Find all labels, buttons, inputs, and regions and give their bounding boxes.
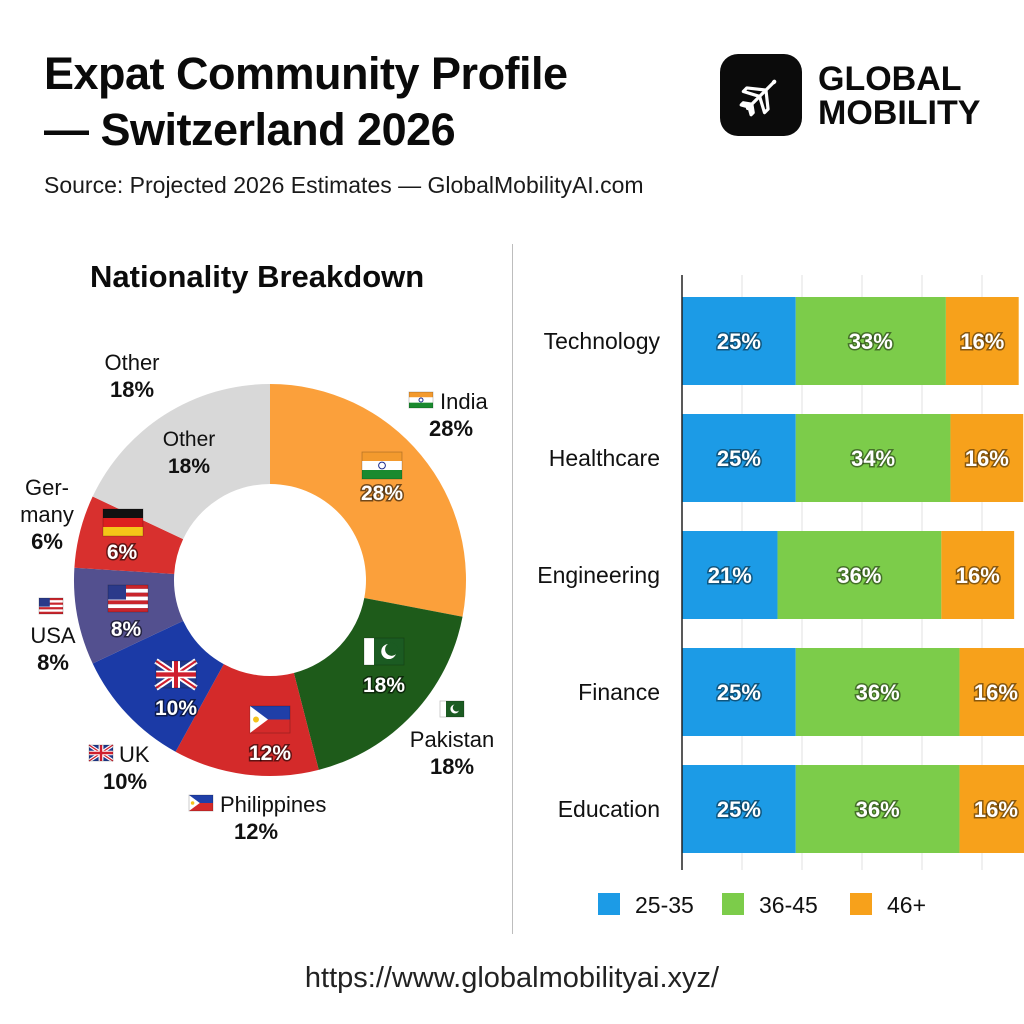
slice-value-other: Other 18% (163, 428, 216, 478)
donut-chart (73, 384, 466, 777)
bar-technology-25-35 (682, 297, 796, 385)
slice-value-philippines: 12% (249, 742, 291, 765)
slice-india (270, 384, 466, 617)
slice-value-usa: 8% (111, 618, 142, 641)
philippines-flag-icon (188, 794, 214, 812)
bar-value-label: 34% (851, 446, 895, 471)
uk-flag-icon (88, 743, 114, 763)
outer-label-uk: UK (119, 742, 150, 767)
donut-chart-title: Nationality Breakdown (90, 259, 425, 294)
outer-label-philippines: Philippines (220, 792, 326, 817)
pakistan-flag-icon (439, 700, 465, 718)
bar-value-label: 16% (974, 680, 1018, 705)
category-label-finance: Finance (578, 679, 660, 705)
bar-value-label: 36% (837, 563, 881, 588)
outer-label-germany: Ger-many (20, 475, 74, 527)
legend-label-36-45: 36-45 (759, 892, 818, 918)
bar-value-label: 16% (956, 563, 1000, 588)
bar-education-25-35 (682, 765, 796, 853)
bar-education-46plus (959, 765, 1024, 853)
slice-other (92, 384, 270, 540)
slice-usa (73, 567, 184, 664)
legend-label-46plus: 46+ (887, 892, 926, 918)
bar-healthcare-36-45 (795, 414, 951, 502)
brand-line-1: GLOBAL (818, 60, 962, 98)
outer-value-uk: 10% (103, 769, 147, 794)
legend-swatch-46plus (850, 893, 872, 915)
usa-flag-icon (38, 597, 64, 615)
slice-value-uk: 10% (155, 697, 197, 720)
slice-value-germany: 6% (107, 541, 138, 564)
uk-flag-icon (154, 658, 198, 691)
bar-value-label: 25% (717, 446, 761, 471)
bar-technology-46plus (945, 297, 1019, 385)
india-flag-icon (361, 451, 403, 480)
bar-finance-46plus (959, 648, 1024, 736)
bar-finance-36-45 (795, 648, 960, 736)
category-label-healthcare: Healthcare (549, 445, 660, 471)
slice-value-india: 28% (361, 482, 403, 505)
category-label-engineering: Engineering (537, 562, 660, 588)
bar-finance-25-35 (682, 648, 796, 736)
stacked-bar-chart (681, 275, 1024, 870)
bar-healthcare-25-35 (682, 414, 796, 502)
bar-technology-36-45 (795, 297, 946, 385)
category-label-technology: Technology (544, 328, 661, 354)
bar-healthcare-46plus (950, 414, 1024, 502)
panel-divider (512, 244, 513, 934)
airplane-icon (739, 79, 777, 117)
bar-engineering-36-45 (777, 531, 942, 619)
philippines-flag-icon (249, 705, 291, 734)
pakistan-flag-icon (363, 637, 405, 666)
usa-flag-icon (107, 584, 149, 613)
outer-value-usa: 8% (37, 650, 69, 675)
bar-value-label: 25% (717, 329, 761, 354)
outer-value-pakistan: 18% (430, 754, 474, 779)
slice-value-pakistan: 18% (363, 674, 405, 697)
footer-url[interactable]: https://www.globalmobilityai.xyz/ (304, 962, 720, 994)
outer-value-india: 28% (429, 416, 473, 441)
outer-value-philippines: 12% (234, 819, 278, 844)
bar-value-label: 25% (717, 680, 761, 705)
brand-line-2: MOBILITY (818, 94, 981, 132)
brand-logo (720, 54, 802, 136)
legend-swatch-25-35 (598, 893, 620, 915)
bar-value-label: 36% (856, 680, 900, 705)
legend-swatch-36-45 (722, 893, 744, 915)
bar-education-36-45 (795, 765, 960, 853)
bar-value-label: 16% (965, 446, 1009, 471)
outer-label-pakistan: Pakistan (410, 727, 494, 752)
legend-label-25-35: 25-35 (635, 892, 694, 918)
bar-value-label: 33% (849, 329, 893, 354)
slice-pakistan (293, 597, 463, 770)
bar-value-label: 25% (717, 797, 761, 822)
bar-engineering-46plus (941, 531, 1015, 619)
india-flag-icon (408, 391, 434, 409)
title-line-2: — Switzerland 2026 (44, 104, 456, 155)
bar-value-label: 16% (974, 797, 1018, 822)
title-line-1: Expat Community Profile (44, 48, 568, 99)
germany-flag-icon (102, 508, 144, 537)
bar-engineering-25-35 (682, 531, 778, 619)
outer-value-other: 18% (110, 377, 154, 402)
source-note: Source: Projected 2026 Estimates — Globa… (44, 172, 644, 198)
bar-value-label: 36% (856, 797, 900, 822)
outer-label-usa: USA (30, 623, 76, 648)
outer-label-india: India (440, 389, 488, 414)
brand-name: GLOBAL MOBILITY (818, 62, 980, 130)
page-title: Expat Community Profile — Switzerland 20… (44, 46, 684, 158)
slice-philippines (175, 664, 319, 777)
outer-value-germany: 6% (31, 529, 63, 554)
outer-label-other: Other (104, 350, 159, 375)
bar-value-label: 21% (708, 563, 752, 588)
bar-value-label: 16% (960, 329, 1004, 354)
category-label-education: Education (558, 796, 660, 822)
